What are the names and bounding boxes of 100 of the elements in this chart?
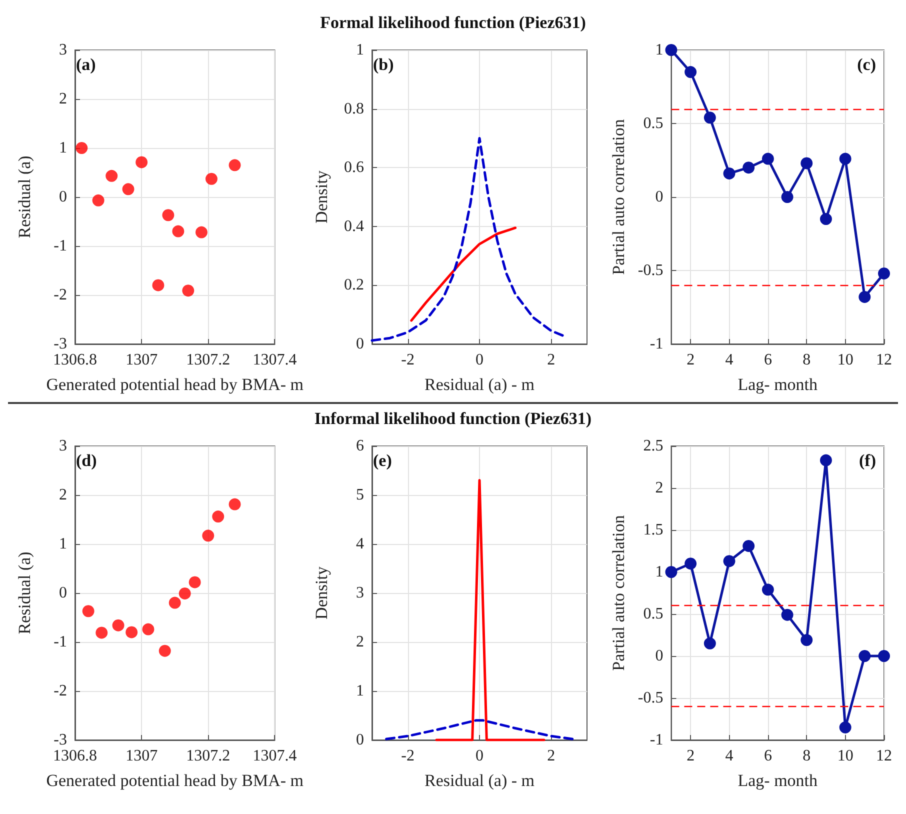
point (665, 44, 678, 56)
point (205, 172, 218, 185)
x-axis-title: Residual (a) - m (424, 771, 534, 790)
y-tick-label: 1 (356, 42, 364, 58)
y-axis-title: Partial auto correlation (609, 118, 628, 275)
point (228, 498, 241, 510)
x-tick-label: 1307.2 (186, 748, 230, 764)
y-tick-label: 0.4 (344, 218, 364, 235)
point (182, 284, 194, 297)
y-tick-label: 0.5 (643, 606, 664, 622)
point (742, 540, 755, 552)
y-tick-label: 6 (356, 438, 364, 454)
point (800, 157, 813, 170)
x-tick-label: 0 (476, 748, 484, 764)
x-tick-label: 1306.8 (53, 352, 97, 368)
y-tick-label: 5 (356, 486, 364, 504)
y-tick-label: 3 (59, 42, 67, 58)
x-tick-label: 8 (802, 748, 811, 764)
point (188, 576, 201, 588)
x-tick-label: -2 (401, 748, 414, 764)
annotation: (c) (857, 55, 876, 74)
y-tick-label: -3 (54, 732, 67, 748)
point (704, 637, 716, 650)
point (839, 721, 852, 734)
point (168, 596, 181, 609)
y-tick-label: 1 (59, 536, 67, 552)
y-tick-label: 4 (356, 536, 364, 552)
x-axis-title: Lag- month (738, 771, 818, 790)
y-axis-title: Residual (a) (15, 156, 34, 238)
x-tick-label: 12 (876, 352, 892, 368)
y-tick-label: 0 (356, 732, 364, 748)
y-axis-title: Residual (a) (15, 552, 34, 634)
point (142, 623, 154, 636)
point (106, 170, 118, 182)
point (162, 209, 174, 222)
line-series (410, 226, 517, 322)
x-axis-title: Residual (a) - m (424, 375, 534, 394)
point (742, 162, 755, 174)
y-tick-label: 1.5 (643, 522, 664, 538)
point (878, 267, 890, 280)
point (665, 566, 678, 578)
point (228, 159, 241, 172)
point (202, 530, 214, 542)
x-tick-label: 0 (476, 352, 484, 368)
point (820, 213, 832, 226)
y-tick-label: 0 (59, 584, 67, 602)
point (152, 279, 164, 292)
y-axis-title: Density (312, 170, 331, 224)
point (126, 626, 138, 638)
y-tick-label: -0.5 (638, 262, 664, 279)
y-tick-label: 1 (655, 564, 664, 580)
point (136, 156, 148, 168)
point (762, 152, 774, 165)
y-tick-label: 0 (59, 188, 67, 206)
chart-title: Formal likelihood function (Piez631) (319, 12, 587, 34)
y-axis-title: Partial auto correlation (609, 514, 628, 671)
line-series (385, 719, 574, 740)
y-tick-label: 2 (356, 634, 364, 650)
y-tick-label: 2.5 (643, 438, 664, 454)
annotation: (a) (76, 55, 96, 74)
x-axis-title: Generated potential head by BMA- m (46, 375, 304, 394)
annotation: (e) (373, 451, 392, 470)
point (684, 66, 697, 78)
annotation: (f) (859, 451, 876, 470)
annotation: (d) (76, 451, 97, 470)
x-tick-label: 1307 (126, 352, 158, 368)
point (858, 650, 871, 662)
y-tick-label: 3 (59, 438, 67, 454)
point (762, 584, 774, 596)
x-tick-label: 1307.2 (186, 352, 230, 368)
point (112, 619, 124, 632)
point (820, 454, 832, 466)
y-tick-label: 1 (356, 682, 364, 700)
x-axis-title: Lag- month (738, 375, 818, 394)
point (723, 555, 736, 568)
y-tick-label: 0.5 (643, 115, 664, 132)
point (781, 608, 794, 621)
x-tick-label: 10 (837, 352, 854, 368)
point (92, 194, 104, 206)
x-tick-label: 4 (725, 748, 734, 764)
y-tick-label: -1 (54, 238, 67, 254)
x-tick-label: 1307 (126, 748, 158, 764)
y-tick-label: 0.2 (344, 276, 364, 294)
y-tick-label: 2 (59, 486, 67, 504)
point (212, 510, 224, 523)
point (158, 644, 171, 657)
x-axis-title: Generated potential head by BMA- m (46, 771, 304, 790)
y-tick-label: -1 (650, 336, 664, 352)
y-tick-label: -1 (54, 634, 67, 650)
y-tick-label: -2 (54, 286, 67, 304)
x-tick-label: 2 (686, 352, 695, 368)
point (122, 183, 134, 196)
y-tick-label: 1 (655, 42, 664, 58)
line-series (370, 136, 567, 342)
x-tick-label: 1307.4 (252, 352, 297, 368)
y-tick-label: 2 (655, 480, 664, 496)
point (96, 626, 108, 639)
y-tick-label: 3 (356, 584, 364, 602)
point (839, 152, 852, 165)
y-tick-label: -3 (54, 336, 67, 352)
